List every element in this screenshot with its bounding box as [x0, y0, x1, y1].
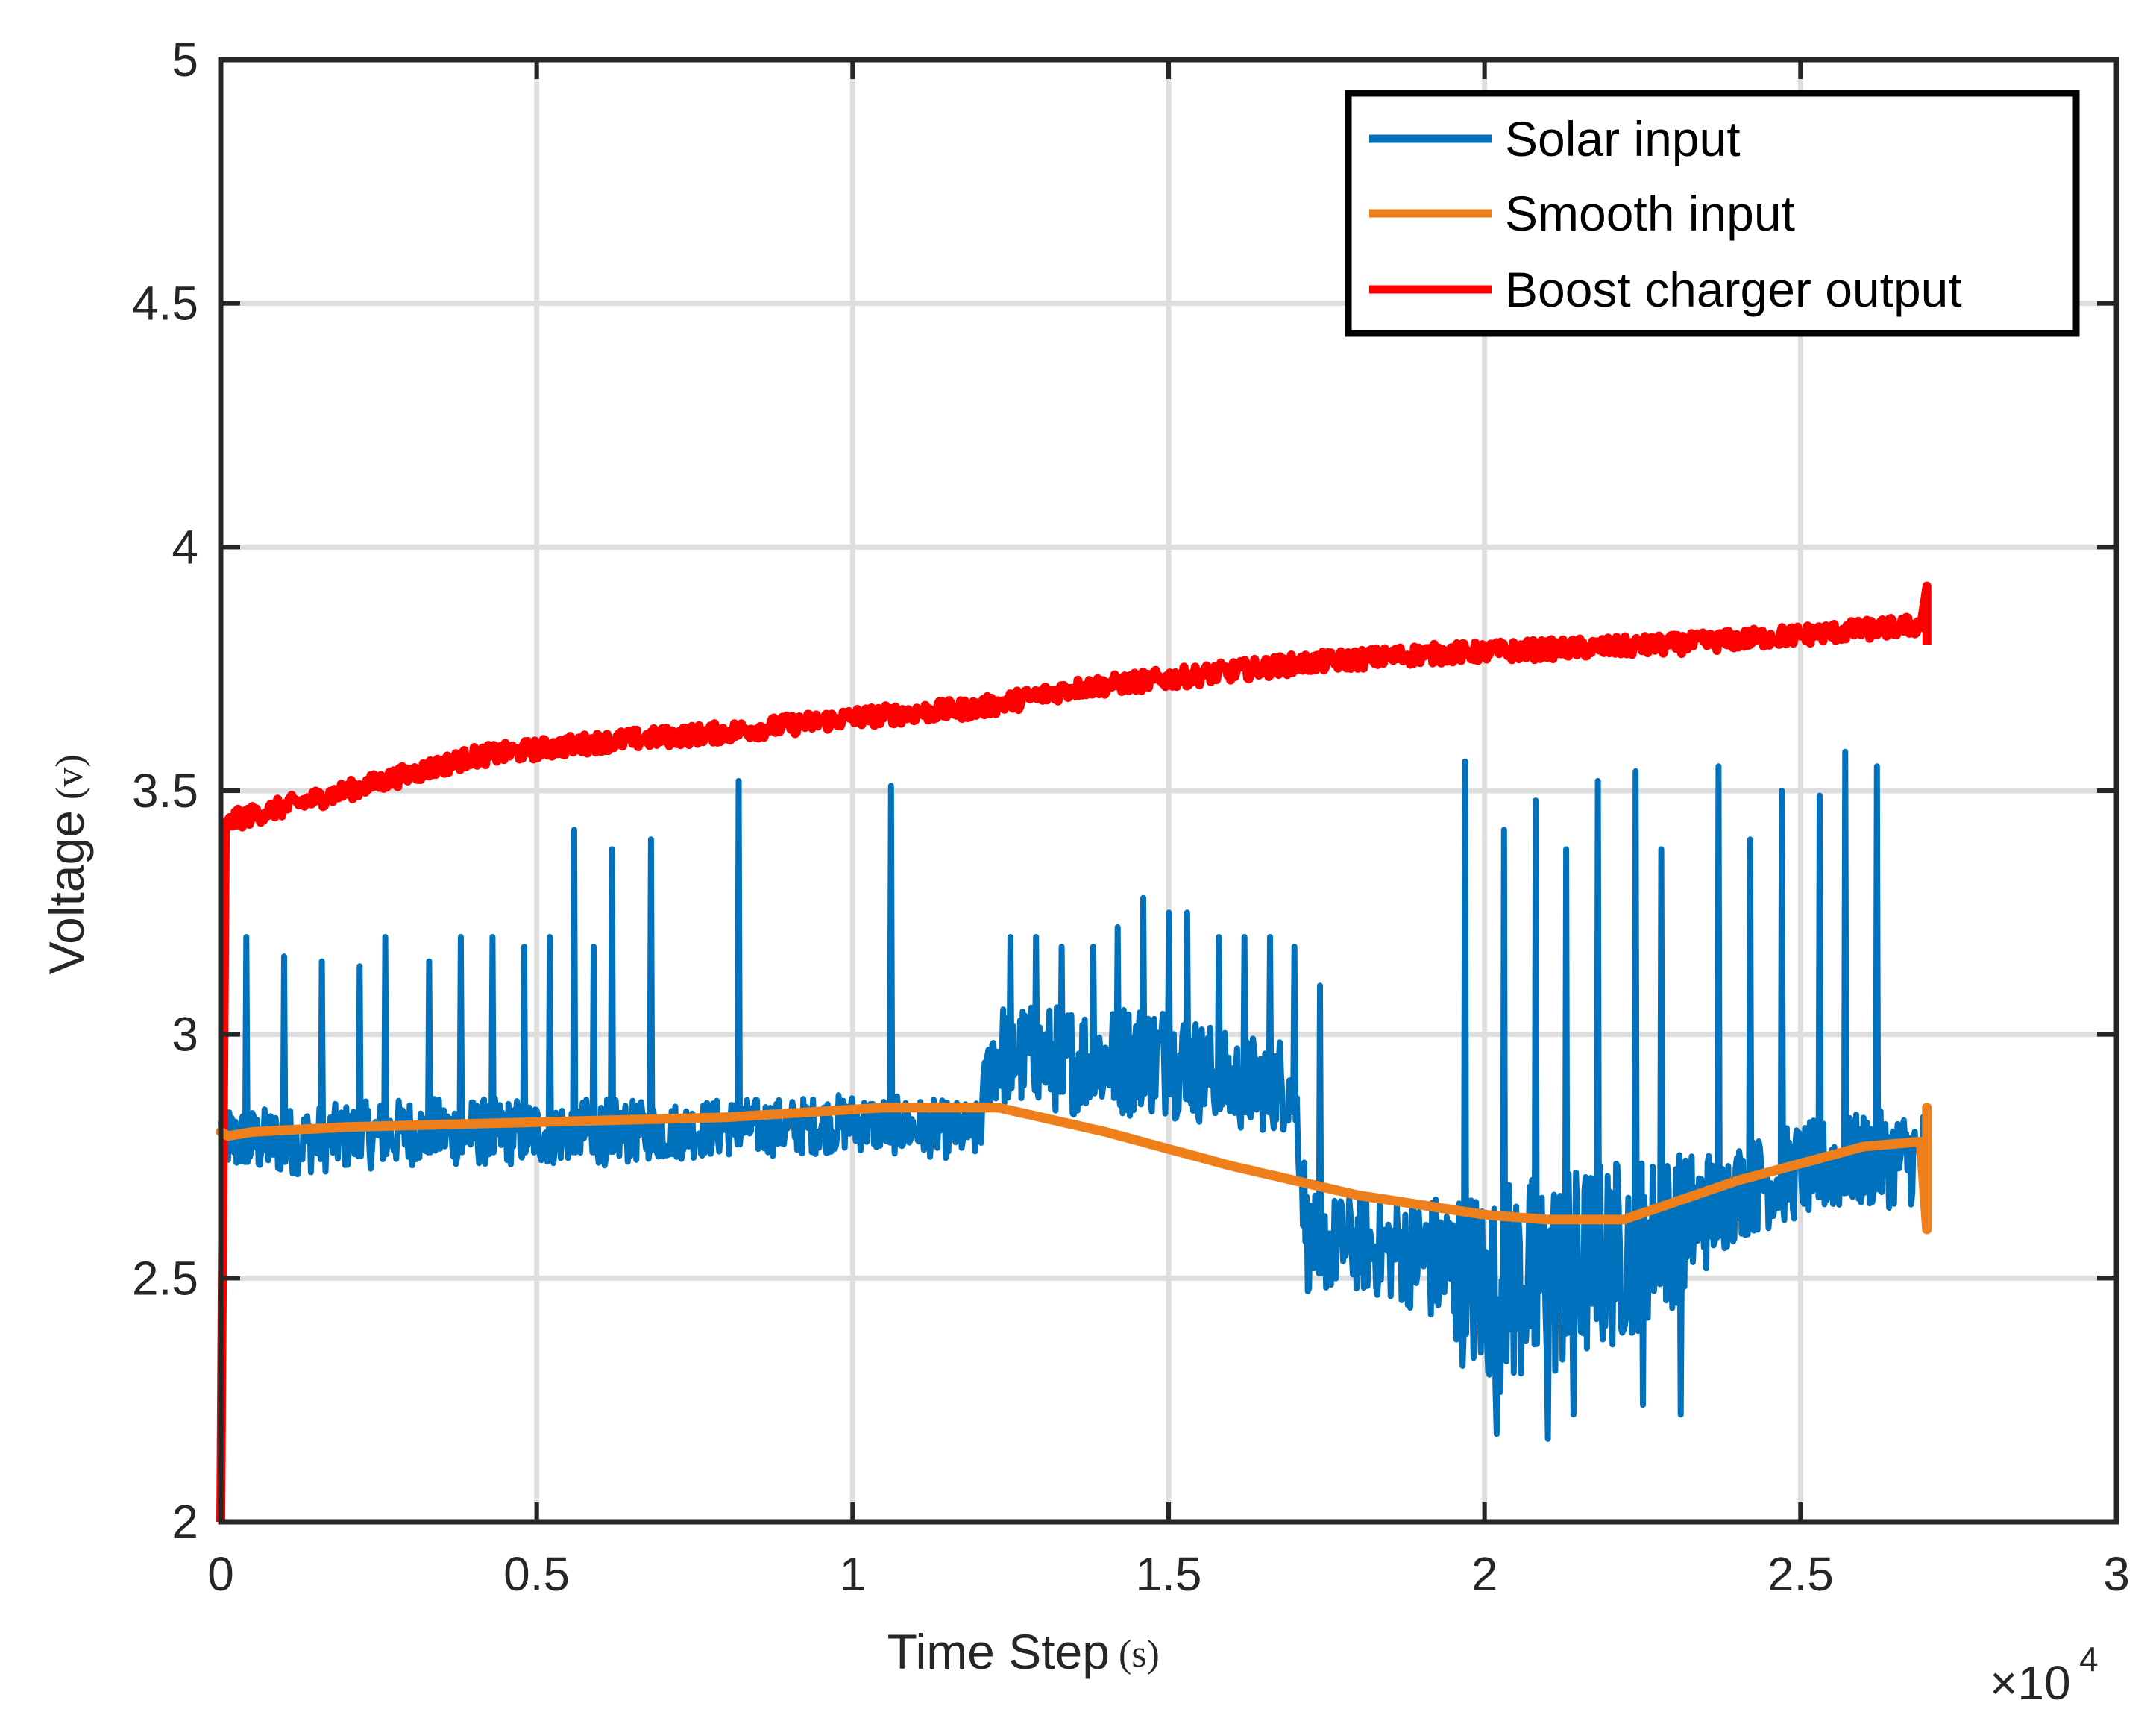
x-axis-unit: (s) — [1119, 1633, 1160, 1675]
x-tick-label: 2.5 — [1767, 1547, 1834, 1601]
series-smooth-input — [216, 1103, 1932, 1235]
y-axis: 2 2.5 3 3.5 4 4.5 5 — [132, 33, 198, 1549]
y-tick-label: 5 — [172, 33, 198, 87]
legend: Solar input Smooth input Boost charger o… — [1345, 90, 2080, 337]
y-tick-label: 2.5 — [132, 1251, 198, 1305]
axes-frame — [218, 57, 2119, 1525]
axes-border — [218, 57, 2119, 1525]
x-tick-label: 3 — [2103, 1547, 2130, 1601]
y-tick-label: 3 — [172, 1008, 198, 1062]
y-axis-title-group: Voltage (v) — [39, 754, 94, 974]
x-tick-label: 1 — [840, 1547, 867, 1601]
legend-label-solar-input: Solar input — [1505, 111, 1741, 166]
x-multiplier-exponent: 4 — [2079, 1640, 2099, 1678]
y-tick-label: 3.5 — [132, 764, 198, 818]
series-boost-charger-output — [216, 581, 1932, 1523]
x-axis: 0 0.5 1 1.5 2 2.5 3 — [207, 1547, 2130, 1601]
x-multiplier: ×10 — [1990, 1656, 2071, 1710]
x-tick-label: 0.5 — [503, 1547, 570, 1601]
legend-label-boost-charger-output: Boost charger output — [1505, 262, 1962, 317]
x-axis-title: Time Step — [887, 1624, 1110, 1679]
y-axis-title: Voltage — [39, 810, 94, 974]
x-tick-label: 0 — [207, 1547, 234, 1601]
y-axis-unit: (v) — [48, 754, 91, 800]
x-tick-label: 2 — [1471, 1547, 1498, 1601]
x-tick-label: 1.5 — [1136, 1547, 1202, 1601]
y-tick-label: 4.5 — [132, 277, 198, 330]
legend-label-smooth-input: Smooth input — [1505, 186, 1795, 241]
y-tick-label: 4 — [172, 520, 198, 574]
plot-area — [216, 581, 1932, 1523]
y-tick-label: 2 — [172, 1495, 198, 1549]
